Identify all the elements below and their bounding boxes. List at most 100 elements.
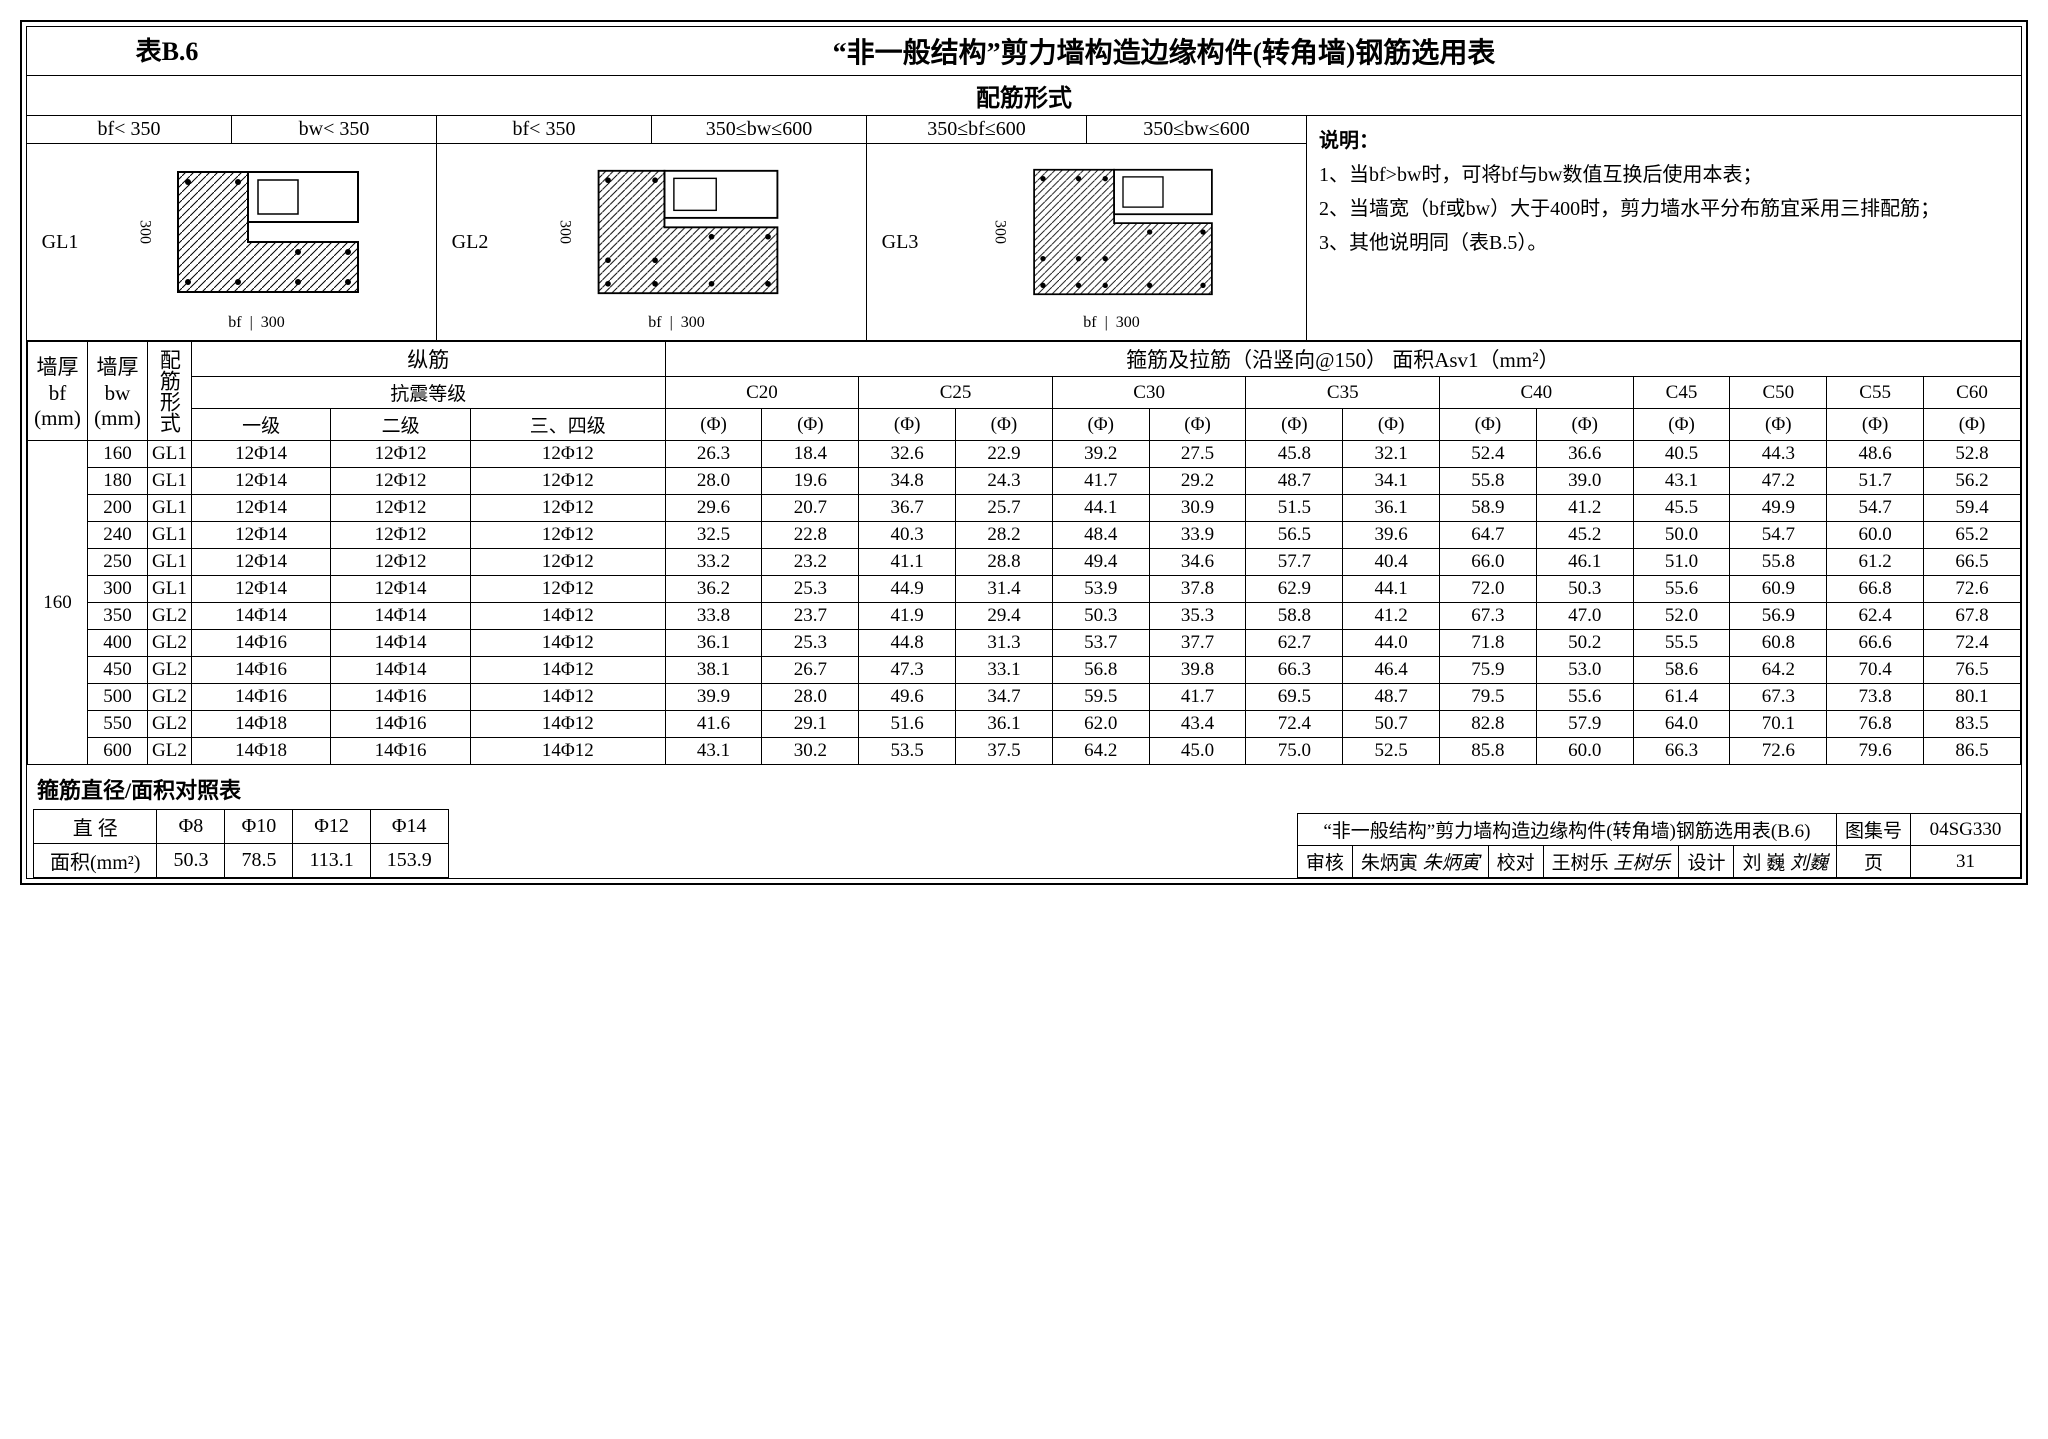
- data-cell: 45.2: [1536, 522, 1633, 549]
- col-c40: C40: [1440, 377, 1634, 409]
- data-cell: 55.5: [1633, 630, 1730, 657]
- data-cell: 55.6: [1536, 684, 1633, 711]
- data-cell: 76.5: [1924, 657, 2021, 684]
- data-cell: 60.0: [1827, 522, 1924, 549]
- data-cell: 50.2: [1536, 630, 1633, 657]
- data-cell: 51.5: [1246, 495, 1343, 522]
- data-cell: 67.3: [1440, 603, 1537, 630]
- col-c60: C60: [1924, 377, 2021, 409]
- data-cell: 59.5: [1052, 684, 1149, 711]
- data-cell: GL2: [148, 711, 192, 738]
- data-cell: 14Φ14: [331, 657, 471, 684]
- data-cell: 48.7: [1343, 684, 1440, 711]
- data-cell: 160: [88, 441, 148, 468]
- col-c55: C55: [1827, 377, 1924, 409]
- data-cell: 33.9: [1149, 522, 1246, 549]
- data-cell: 32.1: [1343, 441, 1440, 468]
- col-c35: C35: [1246, 377, 1440, 409]
- main-table: 墙厚 bf (mm) 墙厚 bw (mm) 配筋形式 纵筋 箍筋及拉筋（沿竖向@…: [27, 341, 2021, 765]
- data-cell: 23.2: [762, 549, 859, 576]
- data-cell: 14Φ16: [331, 684, 471, 711]
- data-cell: 14Φ12: [470, 657, 665, 684]
- data-cell: 69.5: [1246, 684, 1343, 711]
- data-cell: 55.6: [1633, 576, 1730, 603]
- data-cell: 41.7: [1052, 468, 1149, 495]
- data-cell: 300: [88, 576, 148, 603]
- data-cell: 29.4: [956, 603, 1053, 630]
- data-cell: 55.8: [1440, 468, 1537, 495]
- data-cell: 41.9: [859, 603, 956, 630]
- data-cell: 40.5: [1633, 441, 1730, 468]
- data-cell: 43.4: [1149, 711, 1246, 738]
- data-cell: 76.8: [1827, 711, 1924, 738]
- signature-icon: 刘巍: [1790, 853, 1828, 874]
- data-cell: 50.7: [1343, 711, 1440, 738]
- data-cell: 62.0: [1052, 711, 1149, 738]
- data-cell: 66.0: [1440, 549, 1537, 576]
- data-cell: 28.0: [665, 468, 762, 495]
- gl3-figure: [1013, 152, 1233, 312]
- data-cell: 62.9: [1246, 576, 1343, 603]
- data-cell: 33.2: [665, 549, 762, 576]
- data-cell: 83.5: [1924, 711, 2021, 738]
- data-cell: 14Φ14: [331, 603, 471, 630]
- data-cell: 25.7: [956, 495, 1053, 522]
- data-cell: 41.2: [1536, 495, 1633, 522]
- data-cell: 65.2: [1924, 522, 2021, 549]
- data-cell: 56.5: [1246, 522, 1343, 549]
- col-stirrup: 箍筋及拉筋（沿竖向@150） 面积Asv1（mm²）: [665, 342, 2020, 377]
- data-cell: 29.2: [1149, 468, 1246, 495]
- data-cell: 36.2: [665, 576, 762, 603]
- data-cell: 38.1: [665, 657, 762, 684]
- data-cell: GL2: [148, 684, 192, 711]
- data-cell: 66.3: [1246, 657, 1343, 684]
- table-row: 200GL112Φ1412Φ1212Φ1229.620.736.725.744.…: [28, 495, 2021, 522]
- data-cell: 200: [88, 495, 148, 522]
- data-cell: 44.1: [1052, 495, 1149, 522]
- data-cell: 36.6: [1536, 441, 1633, 468]
- data-cell: 31.3: [956, 630, 1053, 657]
- data-cell: 53.9: [1052, 576, 1149, 603]
- data-cell: 56.8: [1052, 657, 1149, 684]
- data-cell: 26.3: [665, 441, 762, 468]
- data-cell: 79.6: [1827, 738, 1924, 765]
- data-cell: 39.6: [1343, 522, 1440, 549]
- data-cell: 14Φ18: [191, 738, 331, 765]
- table-row: 240GL112Φ1412Φ1212Φ1232.522.840.328.248.…: [28, 522, 2021, 549]
- data-cell: 19.6: [762, 468, 859, 495]
- diagram-gl3: 350≤bf≤600 350≤bw≤600 GL3 300: [867, 116, 1307, 340]
- data-cell: 14Φ12: [470, 711, 665, 738]
- col-c30: C30: [1052, 377, 1246, 409]
- data-cell: 86.5: [1924, 738, 2021, 765]
- data-cell: 72.4: [1924, 630, 2021, 657]
- note-3: 3、其他说明同（表B.5）。: [1319, 226, 2009, 260]
- data-cell: 33.1: [956, 657, 1053, 684]
- data-cell: 37.8: [1149, 576, 1246, 603]
- data-cell: GL2: [148, 603, 192, 630]
- data-cell: 12Φ12: [470, 441, 665, 468]
- table-row: 450GL214Φ1614Φ1414Φ1238.126.747.333.156.…: [28, 657, 2021, 684]
- data-cell: 36.1: [665, 630, 762, 657]
- data-cell: GL1: [148, 495, 192, 522]
- data-cell: 39.9: [665, 684, 762, 711]
- gl1-cond2: bw< 350: [232, 116, 436, 143]
- data-cell: 70.1: [1730, 711, 1827, 738]
- title-row: 表B.6 “非一般结构”剪力墙构造边缘构件(转角墙)钢筋选用表: [27, 27, 2021, 76]
- col-seismic: 抗震等级: [191, 377, 665, 409]
- data-cell: 64.2: [1730, 657, 1827, 684]
- data-cell: 50.3: [1536, 576, 1633, 603]
- data-cell: 12Φ14: [191, 576, 331, 603]
- data-cell: 48.4: [1052, 522, 1149, 549]
- data-cell: 25.3: [762, 576, 859, 603]
- tb-doc-title: “非一般结构”剪力墙构造边缘构件(转角墙)钢筋选用表(B.6): [1297, 814, 1836, 846]
- data-cell: GL1: [148, 441, 192, 468]
- data-cell: 32.5: [665, 522, 762, 549]
- table-row: 160160GL112Φ1412Φ1212Φ1226.318.432.622.9…: [28, 441, 2021, 468]
- data-cell: 44.1: [1343, 576, 1440, 603]
- data-cell: 36.1: [1343, 495, 1440, 522]
- data-cell: 28.2: [956, 522, 1053, 549]
- data-cell: 12Φ12: [470, 549, 665, 576]
- gl3-cond2: 350≤bw≤600: [1087, 116, 1306, 143]
- data-cell: 12Φ12: [331, 495, 471, 522]
- data-cell: 54.7: [1827, 495, 1924, 522]
